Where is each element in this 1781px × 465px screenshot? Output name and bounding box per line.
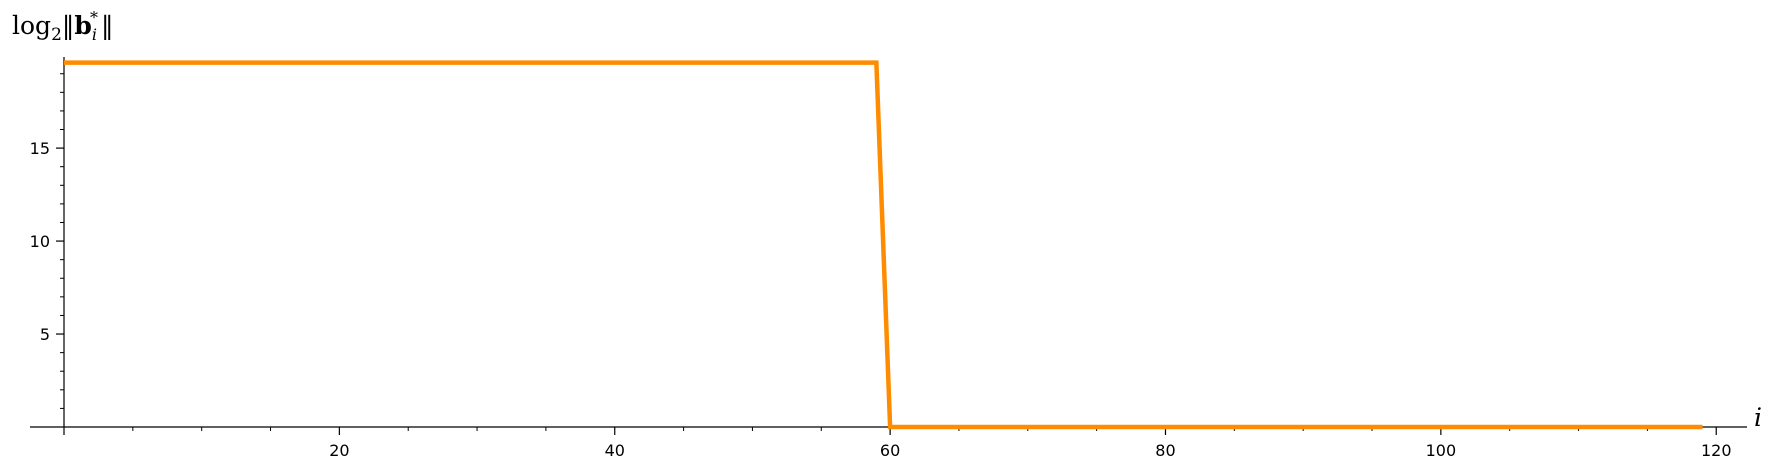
x-tick-label: 60 <box>880 441 900 460</box>
x-tick-label: 120 <box>1701 441 1732 460</box>
y-tick-label: 5 <box>40 325 50 344</box>
x-tick-label: 40 <box>605 441 625 460</box>
y-axis-label-sub: 2 <box>51 25 62 45</box>
y-axis-label-norm-close: ‖ <box>101 11 114 41</box>
y-axis-label-vector-sub: i <box>92 25 97 44</box>
y-axis-label-vector: b <box>74 11 91 40</box>
x-tick-label: 100 <box>1426 441 1457 460</box>
y-axis-label-norm-open: ‖ <box>62 11 75 41</box>
series-line-0 <box>64 60 1703 430</box>
x-tick-label: 80 <box>1155 441 1175 460</box>
series-layer <box>64 60 1703 430</box>
x-tick-label: 20 <box>329 441 349 460</box>
y-axis-label: log2‖bi* ‖ <box>12 8 114 45</box>
y-tick-label: 10 <box>30 232 50 251</box>
tick-labels: 20 40 60 80 100 120 5 10 15 <box>30 139 1732 460</box>
x-axis-label: i <box>1754 403 1762 432</box>
y-axis-label-log: log <box>12 11 51 40</box>
y-axis-label-vector-sup: * <box>90 8 98 27</box>
y-tick-label: 15 <box>30 139 50 158</box>
